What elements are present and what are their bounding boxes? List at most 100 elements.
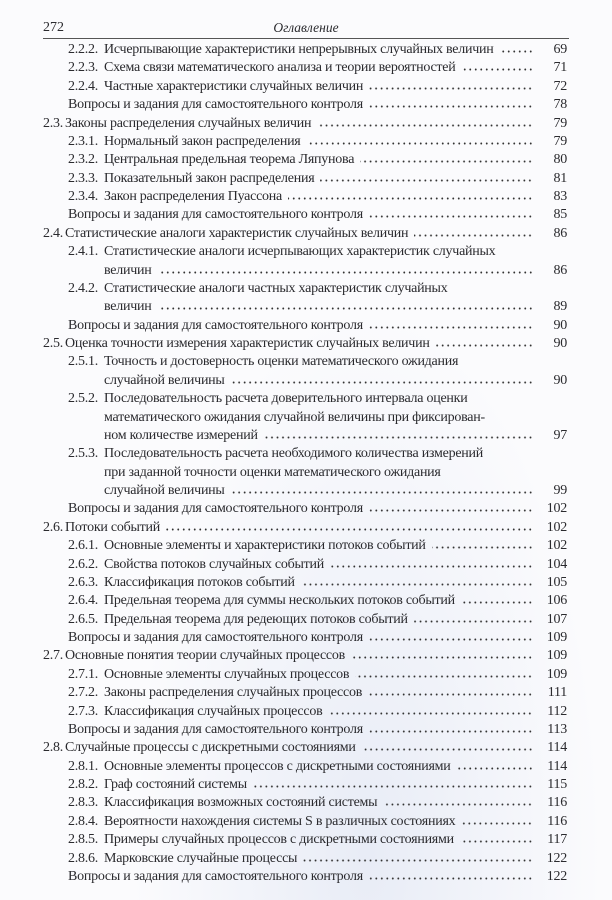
toc-subsection-entry: 2.2.3. Схема связи математического анализ…: [0, 59, 612, 77]
toc-line: случайной величины 90: [0, 372, 612, 390]
entry-body: Статистические аналоги характеристик слу…: [65, 225, 567, 243]
dot-leader: [368, 686, 533, 697]
entry-body: Законы распределения случайных процессов…: [104, 684, 567, 702]
entry-title: Законы распределения случайных величин: [65, 115, 312, 131]
toc-line: 2.6.3. Классификация потоков событий 105: [0, 574, 612, 592]
entry-page-number: 102: [546, 501, 568, 517]
toc-line: 2.3. Законы распределения случайных велич…: [0, 115, 612, 133]
toc-section-entry: 2.7. Основные понятия теории случайных пр…: [0, 647, 612, 665]
toc-entry-questions: Вопросы и задания для самостоятельного к…: [0, 868, 612, 886]
entry-title: Вопросы и задания для самостоятельного к…: [68, 501, 363, 517]
entry-title: Классификация возможных состояний систем…: [104, 795, 378, 811]
dot-leader: [368, 208, 533, 219]
toc-line: 2.6. Потоки событий 102: [0, 519, 612, 537]
toc-line: 2.7.1. Основные элементы случайных процес…: [0, 666, 612, 684]
entry-body: Оценка точности измерения характеристик …: [65, 335, 567, 353]
entry-body: Марковские случайные процессы 122: [104, 850, 567, 868]
entry-title: Граф состояний системы: [104, 777, 247, 792]
toc-subsection-entry: 2.8.2. Граф состояний системы 115: [0, 776, 612, 794]
dot-leader: [360, 153, 533, 164]
entry-body: случайной величины 99: [104, 482, 567, 500]
toc-line: Вопросы и задания для самостоятельного к…: [0, 868, 612, 886]
dot-leader: [414, 226, 533, 237]
page-number: 272: [43, 20, 64, 35]
toc-subsection-entry: 2.4.1. Статистические аналоги исчерпывающ…: [0, 243, 612, 280]
entry-title: случайной величины: [104, 372, 225, 388]
toc-subsection-entry: 2.5.3. Последовательность расчета необход…: [0, 445, 612, 500]
toc-entry-questions: Вопросы и задания для самостоятельного к…: [0, 500, 612, 518]
toc-subsection-entry: 2.8.5. Примеры случайных процессов с диск…: [0, 831, 612, 849]
entry-page-number: 102: [546, 519, 568, 535]
toc-subsection-entry: 2.3.4. Закон распределения Пуассона 83: [0, 188, 612, 206]
dot-leader: [288, 190, 533, 200]
entry-title: Статистические аналоги характеристик слу…: [65, 225, 409, 241]
entry-title: Статистические аналоги частных характери…: [104, 280, 448, 296]
entry-page-number: 122: [546, 868, 568, 884]
entry-number: 2.8.4.: [68, 813, 98, 829]
entry-body: Предельная теорема для суммы нескольких …: [104, 592, 567, 610]
entry-title: Статистические аналоги исчерпывающих хар…: [104, 244, 496, 260]
toc-subsection-entry: 2.8.3. Классификация возможных состояний …: [0, 794, 612, 812]
dot-leader: [460, 594, 533, 605]
toc-subsection-entry: 2.5.1. Точность и достоверность оценки ма…: [0, 353, 612, 390]
entry-title: Центральная предельная теорема Ляпунова: [104, 152, 355, 168]
toc-line: 2.5.3. Последовательность расчета необход…: [0, 445, 612, 463]
entry-title: величин: [104, 299, 152, 315]
toc-line: 2.3.1. Нормальный закон распределения 79: [0, 133, 612, 151]
entry-body: Основные элементы случайных процессов 109: [104, 666, 567, 684]
entry-title: Вопросы и задания для самостоятельного к…: [68, 317, 363, 333]
toc-subsection-entry: 2.8.4. Вероятности нахождения системы S в…: [0, 813, 612, 831]
entry-title: Вопросы и задания для самостоятельного к…: [68, 207, 363, 223]
entry-number: 2.8.6.: [68, 850, 98, 866]
entry-number: 2.8.: [43, 740, 63, 756]
entry-body: Вопросы и задания для самостоятельного к…: [68, 868, 567, 886]
entry-title: математического ожидания случайной велич…: [104, 409, 485, 425]
entry-page-number: 114: [547, 740, 567, 756]
entry-body: Законы распределения случайных величин 79: [65, 115, 567, 133]
toc-line: Вопросы и задания для самостоятельного к…: [0, 317, 612, 335]
toc-line: величин 86: [0, 262, 612, 280]
dot-leader: [329, 557, 533, 568]
dot-leader: [431, 539, 533, 550]
entry-body: Вероятности нахождения системы S в разли…: [104, 813, 567, 831]
toc-subsection-entry: 2.7.3. Классификация случайных процессов 1…: [0, 703, 612, 721]
entry-number: 2.7.3.: [68, 703, 98, 719]
entry-body: Основные элементы процессов с дискретным…: [104, 758, 567, 776]
toc-line: 2.2.2. Исчерпывающие характеристики непре…: [0, 41, 612, 59]
toc-line: Вопросы и задания для самостоятельного к…: [0, 500, 612, 518]
toc-line: Вопросы и задания для самостоятельного к…: [0, 721, 612, 739]
toc-subsection-entry: 2.8.1. Основные элементы процессов с диск…: [0, 758, 612, 776]
entry-number: 2.6.: [43, 519, 63, 535]
toc-entry-questions: Вопросы и задания для самостоятельного к…: [0, 96, 612, 114]
entry-page-number: 90: [553, 317, 568, 333]
toc-line: при заданной точности оценки математичес…: [0, 464, 612, 482]
toc-subsection-entry: 2.7.2. Законы распределения случайных про…: [0, 684, 612, 702]
dot-leader: [351, 649, 533, 660]
toc-line: Вопросы и задания для самостоятельного к…: [0, 206, 612, 224]
entry-body: Вопросы и задания для самостоятельного к…: [68, 317, 567, 335]
entry-title: Точность и достоверность оценки математи…: [104, 354, 459, 370]
toc-entry-questions: Вопросы и задания для самостоятельного к…: [0, 317, 612, 335]
entry-body: Закон распределения Пуассона 83: [104, 188, 567, 206]
entry-page-number: 105: [546, 574, 568, 590]
toc-subsection-entry: 2.6.1. Основные элементы и характеристики…: [0, 537, 612, 555]
entry-title: Частные характеристики случайных величин: [104, 78, 364, 94]
entry-number: 2.4.2.: [68, 280, 98, 296]
toc-subsection-entry: 2.6.3. Классификация потоков событий 105: [0, 574, 612, 592]
toc-subsection-entry: 2.6.4. Предельная теорема для суммы неско…: [0, 592, 612, 610]
entry-title: Свойства потоков случайных событий: [104, 556, 324, 572]
dot-leader: [368, 869, 533, 880]
entry-page-number: 116: [547, 795, 567, 811]
entry-title: Основные элементы случайных процессов: [104, 666, 350, 682]
toc-entry-questions: Вопросы и задания для самостоятельного к…: [0, 629, 612, 647]
dot-leader: [368, 722, 533, 733]
toc-line: случайной величины 99: [0, 482, 612, 500]
entry-body: Вопросы и задания для самостоятельного к…: [68, 629, 567, 647]
toc-line: 2.4.1. Статистические аналоги исчерпывающ…: [0, 243, 612, 261]
entry-title: Случайные процессы с дискретными состоян…: [65, 740, 356, 756]
dot-leader: [368, 98, 533, 109]
toc-line: 2.7.3. Классификация случайных процессов 1…: [0, 703, 612, 721]
entry-body: ном количестве измерений 97: [104, 427, 567, 445]
entry-body: Предельная теорема для редеющих потоков …: [104, 611, 567, 629]
toc-subsection-entry: 2.3.1. Нормальный закон распределения 79: [0, 133, 612, 151]
